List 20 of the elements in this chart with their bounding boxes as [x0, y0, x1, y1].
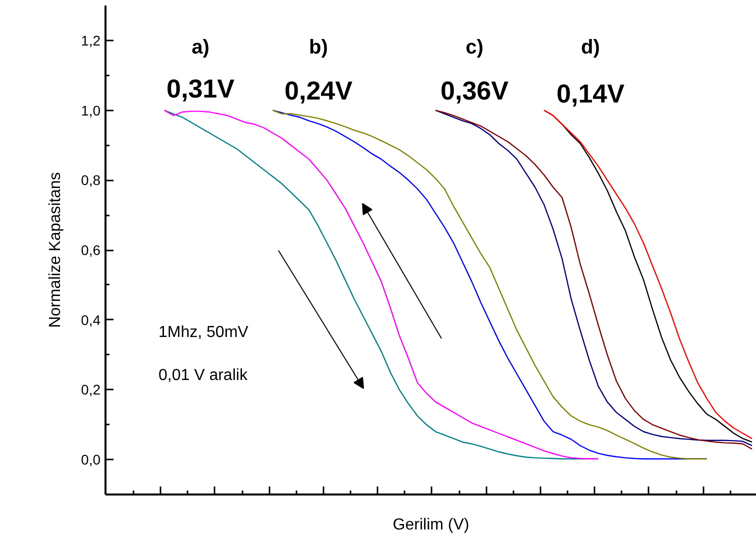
annotation: b)	[309, 36, 328, 58]
y-tick-label: 0,0	[81, 452, 101, 468]
annotation: 1Mhz, 50mV	[158, 324, 249, 341]
annotation: 0,36V	[440, 76, 510, 106]
annotation: d)	[581, 36, 600, 58]
annotation: 0,24V	[284, 76, 354, 106]
annotation: c)	[466, 36, 484, 58]
y-tick-label: 0,4	[81, 312, 101, 328]
annotation: 0,14V	[556, 78, 626, 108]
y-tick-label: 1,2	[81, 32, 101, 48]
y-tick-label: 1,0	[81, 102, 101, 118]
y-tick-label: 0,6	[81, 242, 101, 258]
annotation: a)	[192, 36, 210, 58]
annotation: 0,01 V aralik	[158, 367, 248, 384]
y-tick-label: 0,8	[81, 172, 101, 188]
line-series	[272, 110, 708, 460]
y-axis-title: Normalize Kapasitans	[47, 172, 64, 328]
y-tick-label: 0,2	[81, 382, 101, 398]
annotation: 0,31V	[166, 74, 236, 104]
x-axis-title: Gerilim (V)	[392, 516, 470, 534]
